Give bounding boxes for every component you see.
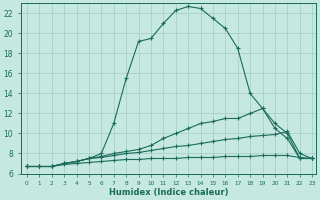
X-axis label: Humidex (Indice chaleur): Humidex (Indice chaleur) xyxy=(108,188,228,197)
